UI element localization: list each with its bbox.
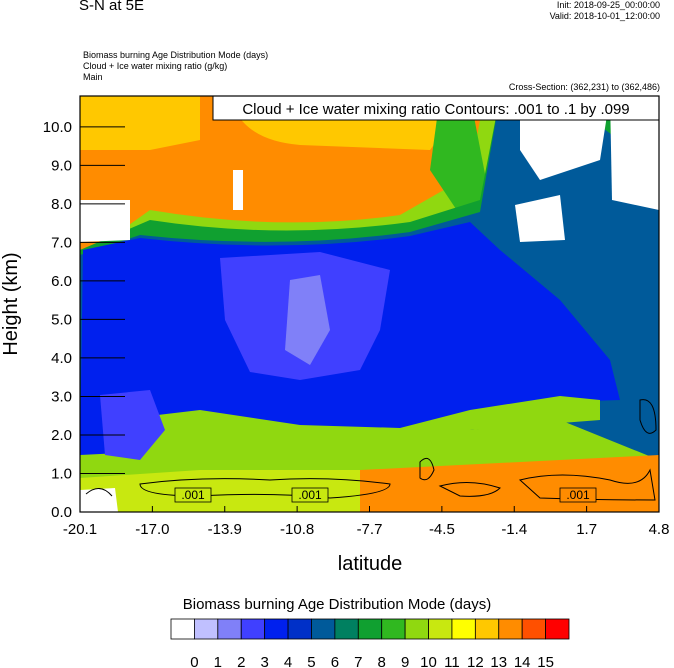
colorbar-swatch (170, 618, 195, 640)
subtitle-domain: Main (83, 72, 103, 82)
colorbar-label: 13 (490, 654, 507, 668)
x-tick-label: 1.7 (576, 521, 597, 538)
x-tick-label: 4.8 (649, 521, 670, 538)
x-tick-label: -7.7 (357, 521, 383, 538)
y-tick-label: 6.0 (51, 273, 72, 290)
colorbar-swatch (240, 618, 266, 640)
age-field (80, 96, 659, 512)
colorbar-swatch (474, 618, 500, 640)
init-time: Init: 2018-09-25_00:00:00 (556, 0, 660, 10)
colorbar-swatch (545, 618, 570, 640)
y-tick-label: 3.0 (51, 388, 72, 405)
colorbar-label: 5 (307, 654, 315, 668)
colorbar-label: 9 (401, 654, 409, 668)
colorbar-swatch (334, 618, 359, 640)
run-time-info: Init: 2018-09-25_00:00:00 Valid: 2018-10… (550, 0, 660, 22)
colorbar-swatch (264, 618, 289, 640)
x-tick-label: -4.5 (429, 521, 455, 538)
x-tick-label: -10.8 (280, 521, 314, 538)
subtitle-cloud-ice: Cloud + Ice water mixing ratio (g/kg) (83, 61, 228, 71)
colorbar-swatch (404, 618, 429, 640)
x-axis: -20.1 -17.0 -13.9 -10.8 -7.7 -4.5 -1.4 1.7 4.8 (63, 506, 670, 538)
contour-info-box: Cloud + Ice water mixing ratio Contours:… (212, 95, 660, 121)
y-tick-label: 2.0 (51, 427, 72, 444)
plot-title: S-N at 5E (79, 0, 145, 14)
colorbar-swatch (428, 618, 453, 640)
colorbar-swatch (498, 618, 523, 640)
y-tick-label: 4.0 (51, 350, 72, 367)
contour-label: .001 (566, 488, 590, 502)
colorbar-label: 8 (378, 654, 386, 668)
x-axis-label: latitude (338, 553, 403, 575)
x-tick-label: -17.0 (135, 521, 169, 538)
colorbar-swatch (287, 618, 312, 640)
y-tick-label: 5.0 (51, 311, 72, 328)
valid-time: Valid: 2018-10-01_12:00:00 (549, 11, 660, 21)
x-tick-label: -20.1 (63, 521, 97, 538)
colorbar-swatch (357, 618, 383, 640)
y-tick-label: 1.0 (51, 465, 72, 482)
colorbar-label: 11 (444, 654, 460, 668)
y-axis: 0.0 1.0 2.0 3.0 4.0 5.0 6.0 7.0 8.0 9.0 10.0 (43, 119, 125, 521)
y-tick-label: 7.0 (51, 234, 72, 251)
colorbar-label: 14 (514, 654, 531, 668)
colorbar-label: 10 (420, 654, 437, 668)
x-tick-label: -13.9 (208, 521, 242, 538)
x-tick-label: -1.4 (501, 521, 527, 538)
colorbar-label: 3 (260, 654, 268, 668)
y-axis-label: Height (km) (0, 252, 22, 355)
colorbar-swatch (521, 618, 546, 640)
colorbar-label: 1 (214, 654, 222, 668)
colorbar-title: Biomass burning Age Distribution Mode (d… (182, 596, 492, 613)
y-tick-label: 9.0 (51, 157, 72, 174)
colorbar-label: 2 (237, 654, 245, 668)
colorbar-labels: 0 1 2 3 4 5 6 7 8 9 10 11 12 13 14 15 (190, 654, 554, 668)
colorbar (170, 618, 570, 640)
colorbar-label: 6 (331, 654, 339, 668)
colorbar-swatch (311, 618, 336, 640)
colorbar-swatch (381, 618, 406, 640)
colorbar-label: 12 (467, 654, 484, 668)
cross-section-label: Cross-Section: (362,231) to (362,486) (508, 82, 660, 92)
contour-value-labels: .001 .001 .001 (174, 487, 597, 503)
colorbar-label: 4 (284, 654, 292, 668)
contour-label: .001 (298, 488, 322, 502)
y-tick-label: 0.0 (51, 504, 72, 521)
colorbar-swatch (451, 618, 476, 640)
subtitle-biomass: Biomass burning Age Distribution Mode (d… (83, 50, 269, 60)
colorbar-label: 0 (190, 654, 198, 668)
contour-label: .001 (181, 488, 205, 502)
colorbar-label: 15 (537, 654, 554, 668)
y-tick-label: 10.0 (43, 119, 72, 136)
y-tick-label: 8.0 (51, 196, 72, 213)
colorbar-label: 7 (354, 654, 362, 668)
contour-info-label: Cloud + Ice water mixing ratio Contours:… (242, 101, 629, 118)
colorbar-swatch (194, 618, 219, 640)
colorbar-swatch (217, 618, 242, 640)
